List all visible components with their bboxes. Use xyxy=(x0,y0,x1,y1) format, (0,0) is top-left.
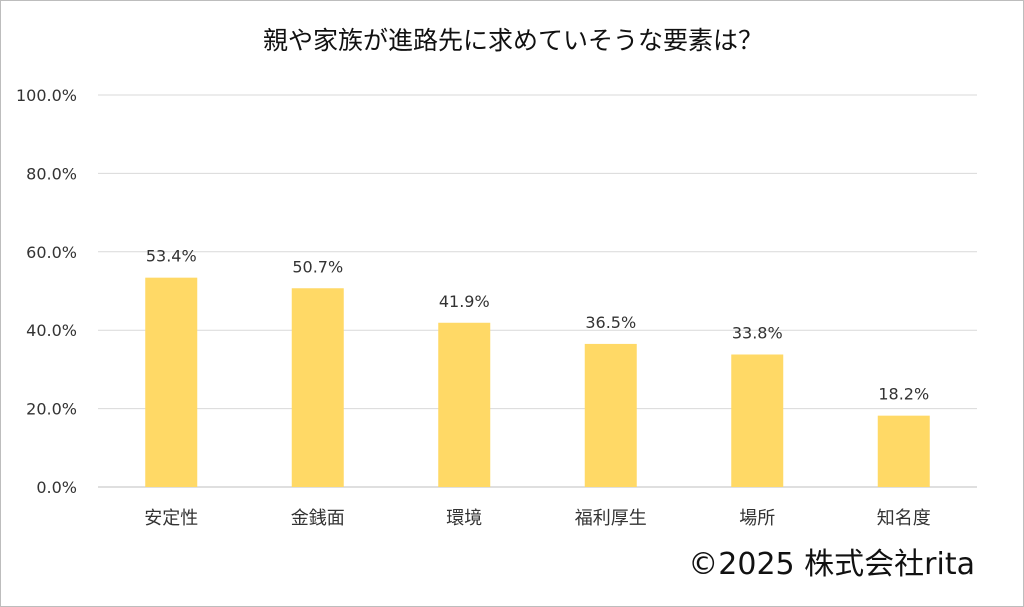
x-tick-label: 場所 xyxy=(739,508,775,529)
data-label: 50.7% xyxy=(292,257,343,276)
data-label: 33.8% xyxy=(732,324,783,343)
chart-title: 親や家族が進路先に求めていそうな要素は？ xyxy=(263,26,763,55)
y-tick-label: 100.0% xyxy=(16,86,77,105)
x-tick-label: 安定性 xyxy=(144,508,198,529)
copyright-text: ©2025 株式会社rita xyxy=(688,547,975,582)
data-label: 36.5% xyxy=(585,313,636,332)
bar xyxy=(877,415,930,487)
y-tick-label: 60.0% xyxy=(26,243,77,262)
x-tick-label: 金銭面 xyxy=(291,508,345,529)
bar xyxy=(584,343,637,487)
data-label: 53.4% xyxy=(146,247,197,266)
data-label: 18.2% xyxy=(878,385,929,404)
x-tick-label: 環境 xyxy=(446,508,482,529)
bar xyxy=(145,277,198,487)
y-tick-label: 0.0% xyxy=(36,478,77,497)
y-tick-label: 40.0% xyxy=(26,321,77,340)
x-tick-label: 知名度 xyxy=(877,508,931,529)
y-tick-label: 80.0% xyxy=(26,164,77,183)
bar xyxy=(438,322,491,487)
data-label: 41.9% xyxy=(439,292,490,311)
x-tick-label: 福利厚生 xyxy=(575,508,647,529)
bar xyxy=(291,288,344,487)
bar xyxy=(731,354,784,487)
y-tick-label: 20.0% xyxy=(26,400,77,419)
